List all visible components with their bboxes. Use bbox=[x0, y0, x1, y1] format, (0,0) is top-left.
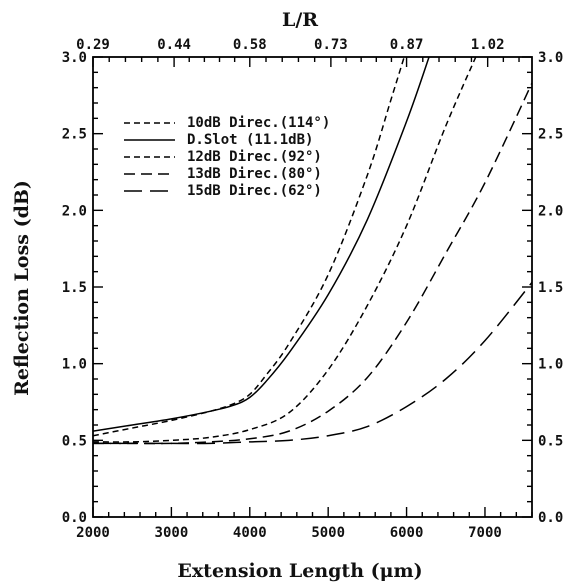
y-right-tick-label: 2.5 bbox=[538, 127, 563, 143]
y-tick-label: 1.0 bbox=[62, 357, 87, 373]
legend-label: D.Slot (11.1dB) bbox=[187, 132, 313, 148]
y-right-tick-label: 0.5 bbox=[538, 433, 563, 449]
y-axis-title: Reflection Loss (dB) bbox=[11, 180, 33, 396]
top-tick-label: 0.87 bbox=[390, 37, 424, 53]
y-tick-label: 1.5 bbox=[62, 280, 87, 296]
top-tick-label: 0.29 bbox=[76, 37, 110, 53]
series-line-1 bbox=[93, 57, 405, 437]
legend: 10dB Direc.(114°)D.Slot (11.1dB)12dB Dir… bbox=[124, 115, 330, 199]
top-tick-label: 0.44 bbox=[157, 37, 191, 53]
tick-labels: 2000 3000 4000 5000 6000 7000 0.29 0.44 0.58 0.73… bbox=[62, 37, 564, 541]
y-right-tick-label: 1.5 bbox=[538, 280, 563, 296]
plot-frame bbox=[92, 56, 533, 518]
x-tick-label: 7000 bbox=[468, 525, 502, 541]
y-right-tick-label: 0.0 bbox=[538, 510, 563, 526]
y-tick-label: 0.0 bbox=[62, 510, 87, 526]
top-tick-label: 0.58 bbox=[233, 37, 267, 53]
x-axis-title: Extension Length (μm) bbox=[177, 560, 422, 582]
y-tick-label: 3.0 bbox=[62, 50, 87, 66]
legend-label: 12dB Direc.(92°) bbox=[187, 149, 322, 165]
legend-label: 13dB Direc.(80°) bbox=[187, 166, 322, 182]
y-right-tick-label: 1.0 bbox=[538, 357, 563, 373]
y-tick-label: 2.5 bbox=[62, 127, 87, 143]
y-right-tick-label: 2.0 bbox=[538, 203, 563, 219]
top-tick-label: 1.02 bbox=[471, 37, 505, 53]
series-line-5 bbox=[93, 281, 532, 445]
y-right-tick-label: 3.0 bbox=[538, 50, 563, 66]
legend-label: 10dB Direc.(114°) bbox=[187, 115, 330, 131]
x-tick-label: 2000 bbox=[76, 525, 110, 541]
series-lines bbox=[93, 57, 532, 445]
y-tick-label: 2.0 bbox=[62, 203, 87, 219]
series-line-2 bbox=[93, 57, 430, 432]
y-tick-label: 0.5 bbox=[62, 433, 87, 449]
top-tick-label: 0.73 bbox=[314, 37, 348, 53]
x-tick-label: 4000 bbox=[233, 525, 267, 541]
x-tick-label: 5000 bbox=[311, 525, 345, 541]
x-tick-label: 6000 bbox=[390, 525, 424, 541]
top-axis-title: L/R bbox=[282, 9, 318, 31]
series-line-3 bbox=[93, 57, 477, 443]
legend-label: 15dB Direc.(62°) bbox=[187, 183, 322, 199]
x-tick-label: 3000 bbox=[155, 525, 189, 541]
